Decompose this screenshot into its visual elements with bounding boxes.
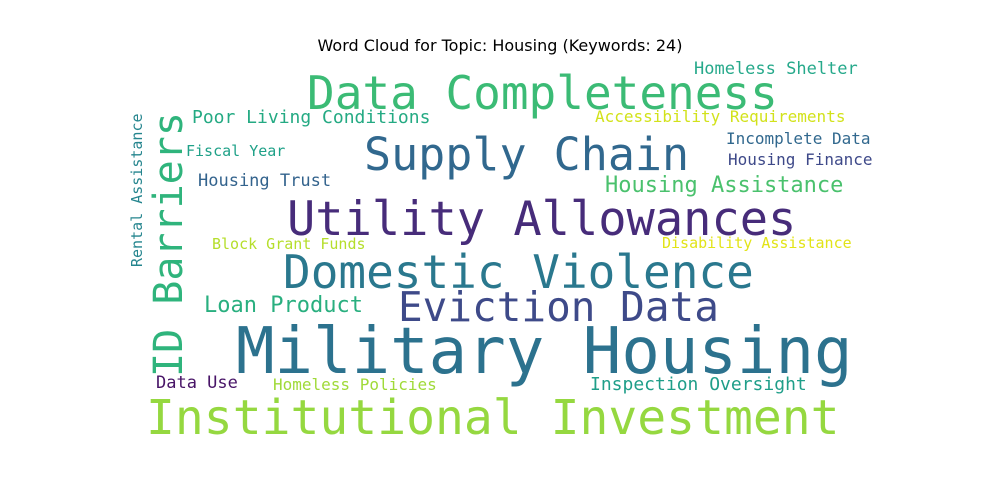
word-rental-assistance: Rental Assistance xyxy=(128,113,146,267)
word-block-grant-funds: Block Grant Funds xyxy=(212,235,366,253)
word-utility-allowances: Utility Allowances xyxy=(287,192,797,247)
word-homeless-policies: Homeless Policies xyxy=(273,375,437,394)
chart-title: Word Cloud for Topic: Housing (Keywords:… xyxy=(317,36,683,55)
word-accessibility-requirements: Accessibility Requirements xyxy=(595,107,846,126)
word-inspection-oversight: Inspection Oversight xyxy=(590,374,807,395)
word-data-use: Data Use xyxy=(156,373,238,393)
word-incomplete-data: Incomplete Data xyxy=(726,129,871,148)
word-fiscal-year: Fiscal Year xyxy=(186,142,286,160)
word-supply-chain: Supply Chain xyxy=(364,128,690,181)
word-poor-living-conditions: Poor Living Conditions xyxy=(192,107,431,128)
word-disability-assistance: Disability Assistance xyxy=(662,234,852,252)
word-data-completeness: Data Completeness xyxy=(307,66,778,120)
word-domestic-violence: Domestic Violence xyxy=(283,245,754,299)
word-housing-finance: Housing Finance xyxy=(728,150,873,169)
word-id-barriers: ID Barriers xyxy=(146,112,192,377)
word-eviction-data: Eviction Data xyxy=(398,283,719,331)
word-loan-product: Loan Product xyxy=(204,293,363,318)
word-homeless-shelter: Homeless Shelter xyxy=(694,59,858,79)
word-housing-assistance: Housing Assistance xyxy=(605,173,844,198)
word-institutional-investment: Institutional Investment xyxy=(146,390,840,446)
word-military-housing: Military Housing xyxy=(236,315,853,389)
word-housing-trust: Housing Trust xyxy=(198,171,332,191)
